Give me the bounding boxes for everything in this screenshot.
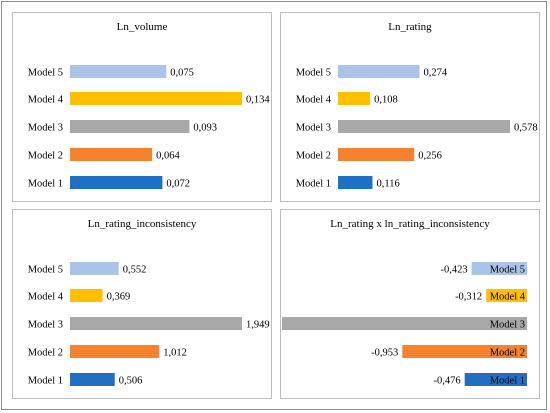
bar: [70, 92, 242, 105]
chart-title: Ln_rating x ln_rating_inconsistency: [330, 218, 490, 230]
bar: [70, 373, 115, 386]
data-label: 0,578: [514, 123, 538, 134]
category-label: Model 2: [28, 151, 63, 162]
bar-chart: Model 5 0,552 Model 4 0,369 Model 3 1,949 Mode…: [28, 262, 270, 387]
data-label: 0,274: [424, 68, 448, 79]
bar: [464, 373, 527, 386]
data-label: 0,134: [246, 95, 270, 106]
chart-title: Ln_rating: [388, 21, 432, 33]
bar: [338, 148, 415, 161]
chart-panel-ln-volume: Ln_volume Model 5 0,075 Model 4 0,134 Model …: [12, 12, 272, 202]
bar: [70, 65, 167, 78]
bar: [70, 345, 160, 358]
category-label: Model 3: [28, 123, 63, 134]
category-label: Model 5: [28, 68, 63, 79]
bar: [70, 262, 119, 275]
bar: [486, 289, 527, 302]
bar: [338, 120, 510, 133]
category-label: Model 5: [490, 265, 525, 276]
data-label: 0,116: [377, 179, 400, 190]
bar: [70, 148, 153, 161]
data-label: -0,476: [434, 376, 461, 387]
category-label: Model 4: [28, 95, 64, 106]
category-label: Model 2: [28, 348, 63, 359]
data-label: 0,093: [193, 123, 217, 134]
category-label: Model 3: [296, 123, 331, 134]
category-label: Model 3: [490, 320, 525, 331]
chart-panel-ln-rating: Ln_rating Model 5 0,274 Model 4 0,108 Model …: [280, 12, 540, 202]
category-label: Model 5: [28, 265, 63, 276]
data-label: 0,256: [418, 151, 442, 162]
data-label: -0,312: [455, 292, 482, 303]
chart-title: Ln_volume: [116, 21, 168, 33]
chart-title: Ln_rating_inconsistency: [87, 218, 197, 230]
category-label: Model 1: [296, 179, 331, 190]
category-label: Model 1: [28, 179, 63, 190]
data-label: 0,064: [156, 151, 180, 162]
data-label: 0,108: [374, 95, 398, 106]
category-label: Model 3: [28, 320, 63, 331]
bar: [402, 345, 527, 358]
data-label: 0,369: [107, 292, 131, 303]
category-label: Model 2: [296, 151, 331, 162]
category-label: Model 5: [296, 68, 331, 79]
bar: [282, 317, 527, 330]
category-label: Model 1: [490, 376, 525, 387]
data-label: 1,949: [246, 320, 270, 331]
data-label: 0,075: [170, 68, 194, 79]
bar: [70, 289, 103, 302]
bar: [338, 176, 373, 189]
bar: [471, 262, 527, 275]
bar: [70, 120, 190, 133]
bar-chart: Model 5 0,274 Model 4 0,108 Model 3 0,578 Mode…: [296, 65, 538, 190]
bar: [70, 317, 242, 330]
data-label: 1,012: [163, 348, 187, 359]
data-label: 0,552: [123, 265, 147, 276]
data-label: 0,506: [119, 376, 143, 387]
category-label: Model 1: [28, 376, 63, 387]
category-label: Model 4: [28, 292, 64, 303]
data-label: 0,072: [166, 179, 190, 190]
chart-panel-ln-rating-x-inconsistency: Ln_rating x ln_rating_inconsistency Mode…: [280, 209, 540, 399]
category-label: Model 2: [490, 348, 525, 359]
bar: [338, 65, 420, 78]
bar-chart: Model 5 0,075 Model 4 0,134 Model 3 0,093 Mode…: [28, 65, 270, 190]
category-label: Model 4: [296, 95, 332, 106]
data-label: -0,953: [371, 348, 398, 359]
chart-panel-ln-rating-inconsistency: Ln_rating_inconsistency Model 5 0,552 Mode…: [12, 209, 272, 399]
bar: [70, 176, 163, 189]
bar: [338, 92, 371, 105]
category-label: Model 4: [490, 292, 526, 303]
data-label: -0,423: [440, 265, 467, 276]
